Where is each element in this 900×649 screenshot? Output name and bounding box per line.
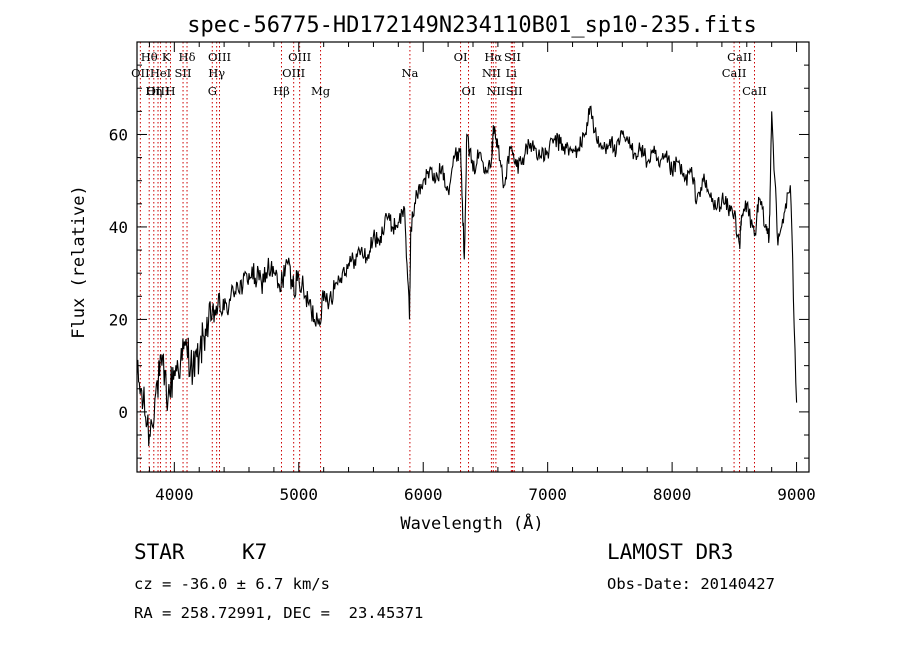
spectral-line-label: Hη: [145, 84, 162, 98]
spectral-line-label: Hγ: [208, 66, 225, 80]
spectral-line-label: Hα: [484, 50, 502, 64]
spectral-line-label: G: [208, 84, 217, 98]
coordinates: RA = 258.72991, DEC = 23.45371: [134, 604, 424, 622]
plot-frame: [136, 41, 810, 473]
y-tick-label: 20: [109, 310, 128, 329]
spectral-line-label: Hθ: [141, 50, 158, 64]
redshift-readout: cz = -36.0 ± 6.7 km/s: [134, 575, 330, 593]
flux-series-line: [136, 105, 798, 447]
spectral-line-labels: Hθ OII OIII K HeI Hη H Hδ SII OIII Hγ G Hβ OIII OIII Mg…: [131, 50, 767, 98]
spectral-line-label: Li: [506, 66, 518, 80]
spectral-line-label: Na: [401, 66, 418, 80]
spectral-line-label: CaII: [742, 84, 767, 98]
spectral-line-label: NII: [482, 66, 501, 80]
object-subclass: K7: [242, 540, 268, 564]
x-tick-label: 8000: [653, 485, 692, 504]
spectral-line-label: SII: [506, 84, 523, 98]
x-tick-label: 9000: [777, 485, 816, 504]
spectral-line-label: OIII: [208, 50, 231, 64]
x-tick-label: 7000: [528, 485, 567, 504]
spectral-line-label: Hδ: [179, 50, 196, 64]
spectral-line-label: OI: [454, 50, 468, 64]
obs-date: Obs-Date: 20140427: [607, 575, 775, 593]
x-tick-label: 6000: [404, 485, 443, 504]
x-tick-label: 5000: [280, 485, 319, 504]
spectral-line-label: K: [162, 50, 171, 64]
spectral-line-label: Hβ: [273, 84, 290, 98]
spectral-line-label: CaII: [722, 66, 747, 80]
spectral-line-markers: [139, 42, 755, 472]
x-axis-label: Wavelength (Å): [400, 512, 543, 534]
spectral-line-label: HeI: [150, 66, 171, 80]
spectral-line-label: OIII: [146, 84, 169, 98]
spectral-line-label: OIII: [282, 66, 305, 80]
spectral-line-label: OI: [462, 84, 476, 98]
spectral-line-label: Mg: [311, 84, 331, 98]
spectral-line-label: NII: [486, 84, 505, 98]
y-tick-label: 40: [109, 218, 128, 237]
chart-title: spec-56775-HD172149N234110B01_sp10-235.f…: [187, 13, 757, 38]
object-type: STAR: [134, 540, 185, 564]
survey-name: LAMOST DR3: [607, 540, 734, 564]
spectral-line-label: CaII: [727, 50, 752, 64]
spectral-line-label: SII: [504, 50, 521, 64]
x-tick-label: 4000: [155, 485, 194, 504]
y-tick-label: 0: [118, 403, 128, 422]
spectral-line-label: OII: [131, 66, 150, 80]
spectral-line-label: OIII: [288, 50, 311, 64]
y-axis-label: Flux (relative): [69, 185, 89, 339]
y-tick-label: 60: [109, 125, 128, 144]
axis-ticks: 4000 5000 6000 7000 8000 9000 0 20 40 60: [109, 42, 816, 504]
spectral-line-label: SII: [175, 66, 192, 80]
spectral-line-label: H: [165, 84, 175, 98]
